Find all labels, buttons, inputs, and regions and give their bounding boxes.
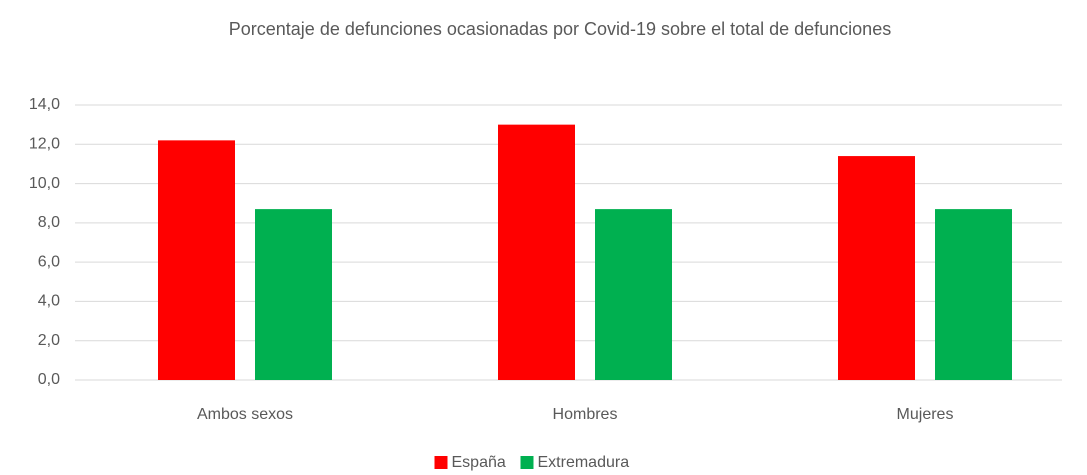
bar [838,156,915,380]
y-tick-label: 8,0 [38,214,60,231]
bar [935,209,1012,380]
bar [158,140,235,380]
x-tick-label: Hombres [553,406,618,423]
legend-swatch [434,456,448,469]
y-tick-label: 6,0 [38,253,60,270]
x-tick-label: Mujeres [897,406,954,423]
y-tick-label: 10,0 [29,175,60,192]
y-tick-label: 4,0 [38,293,60,310]
legend-label: España [452,454,506,471]
y-tick-label: 14,0 [29,96,60,113]
chart-title: Porcentaje de defunciones ocasionadas po… [228,19,892,39]
x-tick-label: Ambos sexos [197,406,293,423]
y-tick-label: 0,0 [38,371,60,388]
bar [595,209,672,380]
bar [498,124,575,381]
legend-swatch [520,456,534,469]
y-tick-label: 2,0 [38,332,60,349]
y-tick-label: 12,0 [29,136,60,153]
bar [255,209,332,380]
legend-label: Extremadura [538,454,630,471]
